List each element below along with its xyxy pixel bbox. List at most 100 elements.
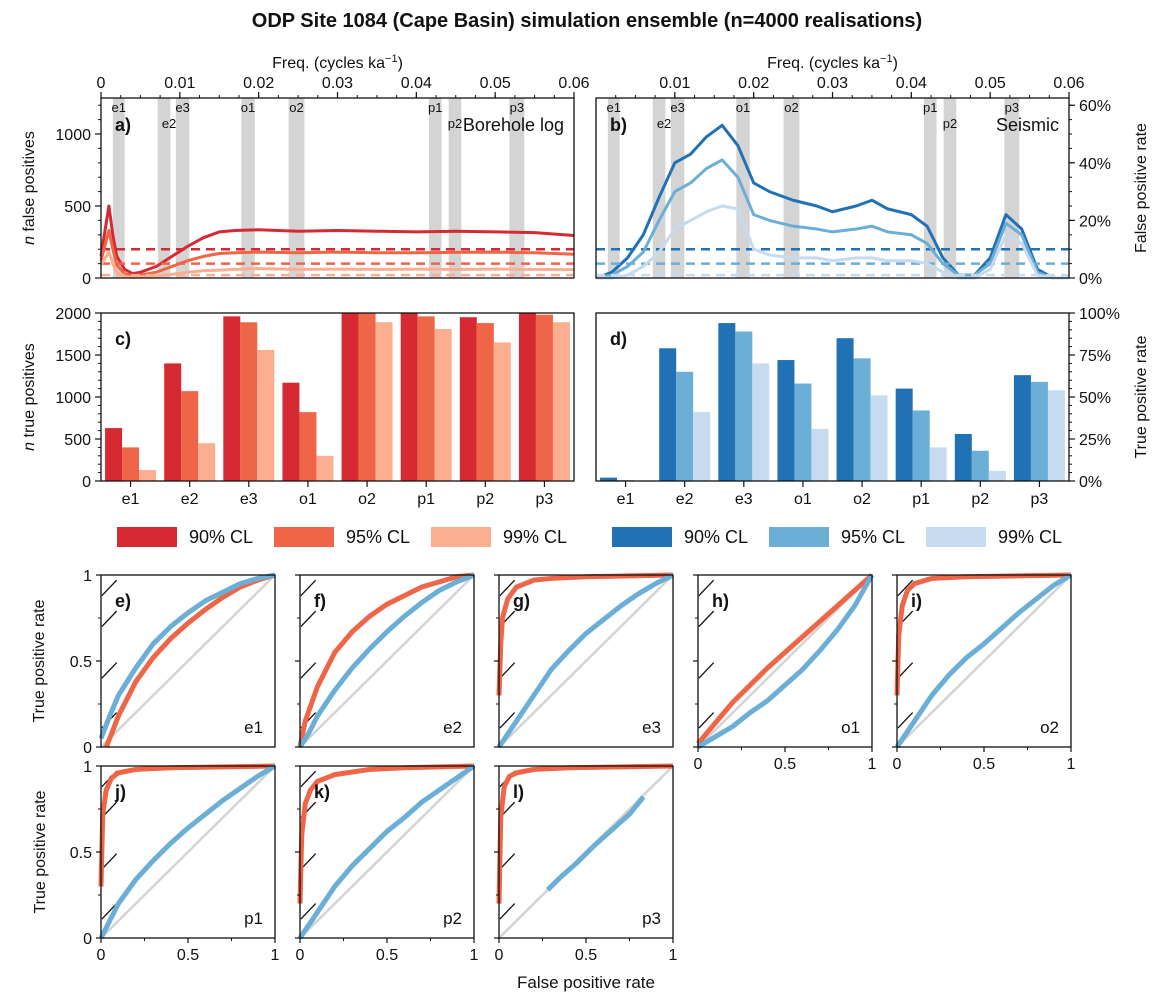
x-tick-label: 0.5	[177, 947, 199, 964]
bar-o1	[316, 455, 334, 481]
x-tick-label: 0.06	[1053, 75, 1084, 92]
bar-e3	[735, 331, 753, 481]
x-tick-label: 0.02	[738, 75, 769, 92]
diagonal-reference	[100, 765, 276, 939]
bar-e1	[122, 447, 140, 481]
panel-name: p2	[443, 909, 462, 928]
band-label: p1	[923, 100, 937, 115]
bar-e2	[676, 371, 694, 481]
hatch-mark	[698, 579, 715, 597]
series-line	[595, 123, 1069, 280]
hatch-mark	[698, 610, 715, 628]
x-tick-label: 0	[495, 947, 504, 964]
true-positive-panels: e1 e2 e3 o1 o2 p1 p2 p3 c) 0 500 1000 1500 2000 n true…	[21, 306, 1150, 508]
x-tick-label: 0	[97, 947, 106, 964]
series-line	[99, 228, 575, 278]
bar-o1	[299, 412, 317, 481]
x-tick-label: p1	[912, 491, 930, 508]
bar-e1	[600, 477, 618, 481]
panel-label: l)	[513, 782, 524, 802]
x-tick-label: o2	[358, 491, 376, 508]
bar-p2	[493, 342, 511, 481]
roc-curve-seismic	[297, 572, 475, 749]
hatch-mark	[499, 853, 516, 870]
x-tick-label: p3	[1031, 491, 1049, 508]
y-axis-title: True positive rate	[1133, 335, 1150, 458]
x-tick-label: 0.05	[975, 75, 1006, 92]
hatch-mark	[101, 903, 118, 920]
x-tick-label: o1	[299, 491, 317, 508]
bar-o2	[358, 313, 376, 481]
x-tick-label: 0.05	[480, 75, 511, 92]
band-label: e3	[670, 100, 684, 115]
bar-p3	[518, 313, 536, 481]
legend-label: 95% CL	[346, 527, 410, 547]
bar-p3	[1047, 390, 1065, 481]
band-e3	[175, 98, 190, 278]
x-tick-label: e3	[240, 491, 258, 508]
band-label: e1	[112, 100, 126, 115]
x-tick-label: 1	[470, 947, 479, 964]
diagonal-reference	[498, 574, 674, 748]
bar-o2	[375, 322, 393, 481]
bar-o2	[870, 395, 888, 481]
hatch-mark	[499, 662, 516, 679]
panel-label: b)	[610, 115, 627, 135]
band-p3	[1004, 98, 1020, 278]
x-tick-label: p2	[476, 491, 494, 508]
y-tick-label: 1500	[55, 348, 91, 365]
band-label: e2	[162, 116, 176, 131]
x-tick-label: p2	[971, 491, 989, 508]
legend-swatch	[431, 527, 491, 547]
bar-p2	[988, 470, 1006, 481]
panel-name: e2	[443, 718, 462, 737]
panel-label: j)	[114, 782, 126, 802]
band-e1	[607, 98, 620, 278]
y-tick-label: 50%	[1079, 390, 1111, 407]
roc-curve-borehole	[103, 572, 276, 748]
x-tick-label: 0.04	[401, 75, 432, 92]
x-tick-label: e3	[735, 491, 753, 508]
y-tick-label: 1	[83, 759, 92, 776]
y-tick-label: 0	[82, 474, 91, 491]
hatch-mark	[300, 662, 317, 679]
figure-title: ODP Site 1084 (Cape Basin) simulation en…	[252, 10, 922, 32]
y-tick-label: 60%	[1079, 98, 1111, 115]
hatch-mark	[897, 579, 914, 597]
diagonal-reference	[100, 574, 276, 748]
roc-curve-seismic	[98, 572, 276, 740]
hatch-mark	[300, 770, 317, 788]
x-tick-label: e2	[676, 491, 694, 508]
bar-e3	[223, 316, 241, 481]
panel-label: i)	[911, 591, 922, 611]
band-label: o1	[736, 100, 750, 115]
panel-label: c)	[115, 329, 131, 349]
x-tick-label: 0.03	[322, 75, 353, 92]
hatch-mark	[101, 853, 118, 870]
roc-curve-seismic	[297, 763, 476, 940]
bar-p1	[895, 388, 913, 481]
roc-curve-seismic	[545, 795, 646, 892]
x-tick-label: p1	[417, 491, 435, 508]
hatch-mark	[698, 662, 715, 679]
x-tick-label: 1	[1067, 756, 1076, 773]
diagonal-reference	[896, 574, 1072, 748]
bar-e3	[752, 363, 770, 481]
panel-name: p3	[642, 909, 661, 928]
legend-label: 90% CL	[189, 527, 253, 547]
x-tick-label: 1	[271, 947, 280, 964]
band-e2	[157, 98, 171, 278]
panel-label: d)	[610, 329, 627, 349]
bar-o2	[836, 338, 854, 481]
band-p2	[943, 98, 957, 278]
hatch-mark	[499, 903, 516, 920]
bar-e2	[198, 443, 216, 481]
band-label: p1	[428, 100, 442, 115]
roc-curve-seismic	[894, 572, 1073, 749]
hatch-mark	[499, 579, 516, 597]
band-e3	[670, 98, 685, 278]
hatch-mark	[300, 903, 317, 920]
bar-e2	[164, 363, 182, 481]
y-tick-label: 0	[83, 740, 92, 757]
